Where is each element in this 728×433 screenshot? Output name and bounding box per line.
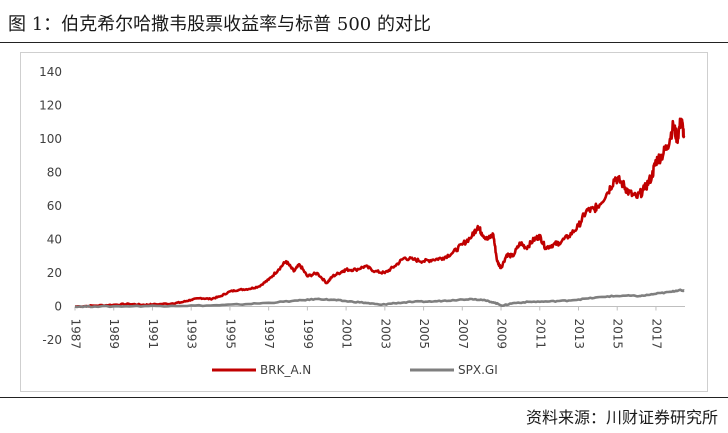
y-tick-label: 140	[39, 65, 62, 79]
y-tick-label: 20	[47, 266, 62, 280]
x-tick-label: 2011	[533, 319, 547, 350]
x-tick-label: 1999	[301, 319, 315, 350]
legend-label: SPX.GI	[458, 363, 498, 377]
x-tick-label: 1991	[146, 319, 160, 350]
x-axis: 1987 1989 1991 1993 1995 1997 1999 2001 2003 2005…	[69, 306, 663, 350]
x-tick-label: 2005	[417, 319, 431, 350]
x-tick-label: 1989	[107, 319, 121, 350]
bottom-rule	[0, 397, 728, 398]
series-line-spx-gi	[74, 288, 685, 309]
x-tick-label: 1993	[185, 319, 199, 350]
x-tick-label: 2013	[572, 319, 586, 350]
y-tick-label: -20	[42, 333, 62, 347]
x-tick-label: 2001	[340, 319, 354, 350]
legend: BRK_A.N SPX.GI	[212, 363, 498, 377]
chart-frame	[20, 52, 708, 392]
x-tick-label: 2017	[649, 319, 663, 350]
x-tick-label: 2007	[456, 319, 470, 350]
y-axis: 140 120 100 80 60 40 20 0 -20	[39, 65, 62, 347]
x-tick-label: 1997	[262, 319, 276, 350]
x-tick-label: 2009	[495, 319, 509, 350]
x-tick-label: 1987	[69, 319, 83, 350]
y-tick-label: 100	[39, 132, 62, 146]
x-tick-label: 2003	[378, 319, 392, 350]
y-tick-label: 40	[47, 233, 62, 247]
y-tick-label: 60	[47, 199, 62, 213]
top-rule	[0, 42, 728, 43]
y-tick-label: 80	[47, 166, 62, 180]
series-layer	[74, 117, 686, 309]
figure-title: 图 1：伯克希尔哈撒韦股票收益率与标普 500 的对比	[8, 14, 431, 35]
y-tick-label: 0	[54, 300, 62, 314]
source-note: 资料来源：川财证券研究所	[525, 408, 718, 427]
y-tick-label: 120	[39, 99, 62, 113]
x-tick-label: 1995	[223, 319, 237, 350]
x-tick-label: 2015	[611, 319, 625, 350]
series-line-brk-a-n	[74, 117, 686, 309]
legend-label: BRK_A.N	[260, 363, 311, 377]
